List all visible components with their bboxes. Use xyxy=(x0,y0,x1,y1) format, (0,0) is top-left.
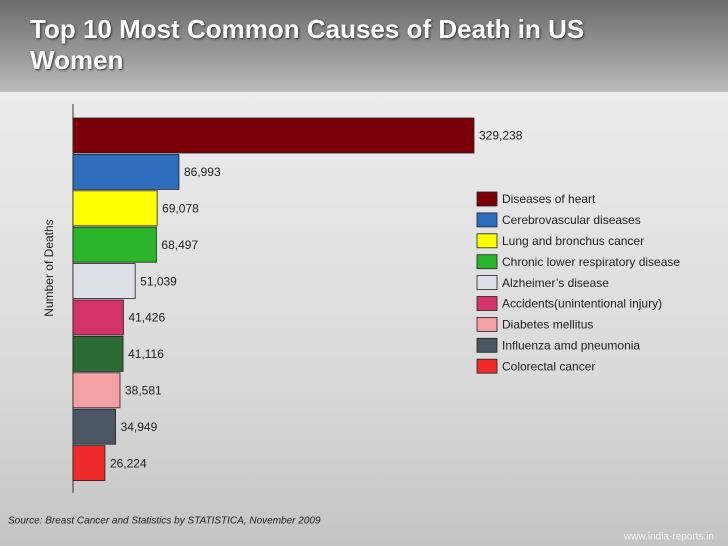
value-label: 41,116 xyxy=(128,347,164,361)
legend-swatch xyxy=(476,212,498,228)
value-label: 86,993 xyxy=(184,165,221,179)
legend-label: Alzheimer’s disease xyxy=(502,276,609,290)
source: Source: Breast Cancer and Statistics by … xyxy=(8,516,321,527)
value-label: 41,426 xyxy=(128,311,165,325)
bar xyxy=(72,263,136,300)
legend-label: Cerebrovascular diseases xyxy=(502,213,641,227)
legend-label: Influenza amd pneumonia xyxy=(502,338,640,352)
bar xyxy=(72,190,158,227)
value-label: 34,949 xyxy=(121,420,158,434)
y-axis-label: Number of Deaths xyxy=(42,219,56,316)
legend-swatch xyxy=(476,254,498,270)
legend-swatch xyxy=(476,358,498,374)
value-label: 68,497 xyxy=(161,238,198,252)
bar xyxy=(72,117,475,154)
bar xyxy=(72,226,157,263)
header-band xyxy=(0,0,728,92)
bar xyxy=(72,445,106,482)
legend-label: Diseases of heart xyxy=(502,192,596,206)
bar xyxy=(72,372,121,409)
value-label: 329,238 xyxy=(479,129,523,143)
value-label: 26,224 xyxy=(110,456,147,470)
legend-label: Colorectal cancer xyxy=(502,359,595,373)
bar xyxy=(72,299,124,336)
legend-label: Chronic lower respiratory disease xyxy=(502,255,680,269)
value-label: 51,039 xyxy=(140,274,177,288)
bar xyxy=(72,408,116,445)
legend-label: Accidents(unintentional injury) xyxy=(502,297,662,311)
bar xyxy=(72,335,124,372)
legend-swatch xyxy=(476,316,498,332)
bar xyxy=(72,153,180,190)
legend-swatch xyxy=(476,296,498,311)
legend-swatch xyxy=(476,233,498,249)
legend-swatch xyxy=(476,337,498,353)
legend-swatch xyxy=(476,191,498,207)
value-label: 69,078 xyxy=(162,201,199,215)
watermark: www.india-reports.in xyxy=(623,532,714,543)
value-label: 38,581 xyxy=(125,383,162,397)
legend-label: Lung and bronchus cancer xyxy=(502,234,644,248)
legend-label: Diabetes mellitus xyxy=(502,318,593,332)
chart-title: Top 10 Most Common Causes of Death in US… xyxy=(30,14,585,75)
legend-swatch xyxy=(476,275,498,291)
